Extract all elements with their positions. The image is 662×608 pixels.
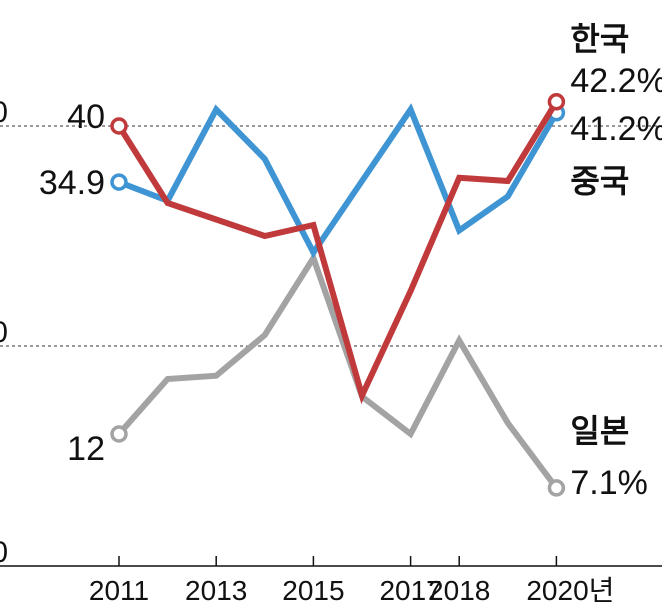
series-name-한국: 한국 <box>570 20 629 58</box>
end-label-중국: 41.2% <box>570 110 662 148</box>
series-lines <box>110 93 566 497</box>
y-tick-label-40: 40 <box>0 96 8 129</box>
x-tick-label-2011: 2011 <box>89 575 149 606</box>
x-tick-label-2020년: 2020년 <box>526 575 614 606</box>
x-tick-label-2013: 2013 <box>185 575 247 606</box>
end-point-한국 <box>547 93 566 111</box>
data-labels: 40 34.9 12 한국 42.2% 중국 41.2% 일본 7.1% <box>39 20 662 502</box>
y-tick-label-0: 0 <box>0 536 8 569</box>
end-label-일본: 7.1% <box>570 464 648 502</box>
series-line-일본 <box>116 251 559 490</box>
series-name-중국: 중국 <box>570 162 629 200</box>
start-label-일본: 12 <box>67 430 105 468</box>
x-axis <box>0 556 662 567</box>
x-tick-label-2015: 2015 <box>282 575 344 606</box>
series-중국 <box>110 103 566 259</box>
series-한국 <box>110 93 566 405</box>
start-label-한국: 40 <box>67 98 105 136</box>
x-tick-label-2018: 2018 <box>428 575 490 606</box>
y-tick-labels: 0 20 40 <box>0 96 8 569</box>
series-name-일본: 일본 <box>570 412 629 450</box>
start-point-중국 <box>110 173 128 191</box>
start-point-한국 <box>110 117 128 135</box>
y-tick-label-20: 20 <box>0 316 8 349</box>
start-label-중국: 34.9 <box>39 164 105 202</box>
end-point-일본 <box>547 479 566 497</box>
series-line-중국 <box>117 103 559 259</box>
x-tick-label-2017: 2017 <box>379 575 441 606</box>
series-line-한국 <box>116 100 559 405</box>
start-point-일본 <box>110 425 128 443</box>
series-일본 <box>110 251 566 497</box>
end-label-한국: 42.2% <box>570 62 662 100</box>
